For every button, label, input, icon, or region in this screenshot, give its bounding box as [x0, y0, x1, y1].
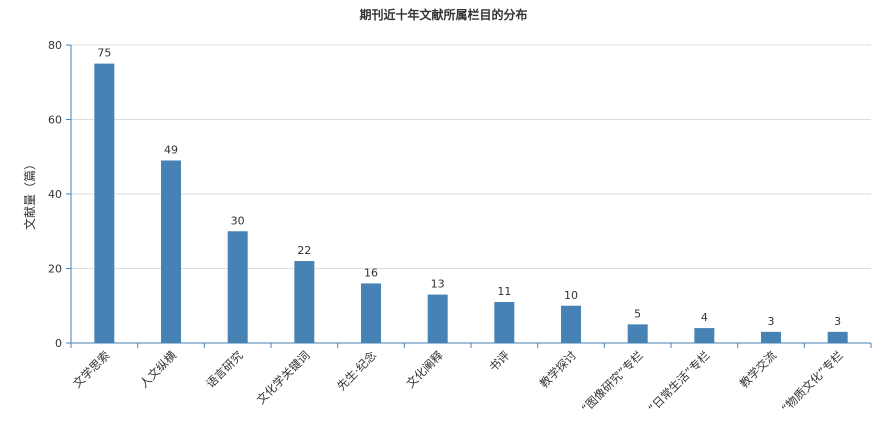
- bar: [761, 331, 781, 343]
- bar: [827, 331, 848, 343]
- bar: [694, 328, 715, 343]
- bar: [94, 63, 115, 343]
- bar: [427, 294, 448, 343]
- data-label: 5: [634, 307, 641, 320]
- data-label: 75: [97, 47, 111, 60]
- y-tick-label: 60: [48, 114, 62, 127]
- x-tick-label: “物质文化”专栏: [779, 348, 846, 415]
- data-label: 22: [297, 244, 311, 257]
- data-label: 3: [768, 315, 775, 328]
- data-label: 13: [431, 278, 445, 291]
- bar: [161, 160, 181, 343]
- y-tick-label: 80: [48, 39, 62, 52]
- x-tick-label: 书评: [486, 348, 513, 375]
- y-tick-label: 0: [55, 337, 62, 350]
- data-label: 16: [364, 266, 378, 279]
- bar: [627, 324, 648, 343]
- data-label: 4: [701, 311, 708, 324]
- data-label: 30: [231, 214, 245, 227]
- y-tick-label: 20: [48, 263, 62, 276]
- data-label: 11: [497, 285, 511, 298]
- x-tick-label: 教学探讨: [537, 348, 580, 391]
- y-axis-label: 文献量（篇）: [22, 158, 37, 230]
- data-label: 49: [164, 143, 178, 156]
- x-tick-label: 文化学关键词: [254, 348, 313, 407]
- data-label: 10: [564, 289, 578, 302]
- bar: [561, 305, 581, 343]
- bar: [494, 302, 515, 343]
- x-tick-label: 语言研究: [203, 348, 246, 391]
- bar: [227, 231, 248, 343]
- x-tick-label: 人文纵横: [137, 348, 180, 391]
- x-tick-label: 教学交流: [737, 348, 780, 391]
- x-tick-label: 文化阐释: [403, 348, 446, 391]
- y-tick-label: 40: [48, 188, 62, 201]
- bar: [361, 283, 381, 343]
- bar: [294, 261, 315, 343]
- chart-title: 期刊近十年文献所属栏目的分布: [359, 8, 528, 22]
- data-label: 3: [834, 315, 841, 328]
- x-tick-label: 文学思索: [70, 348, 112, 390]
- x-tick-label: 先生·纪念: [334, 348, 379, 393]
- x-tick-label: “日常生活”专栏: [645, 348, 712, 415]
- x-tick-label: “图像研究”专栏: [579, 348, 646, 415]
